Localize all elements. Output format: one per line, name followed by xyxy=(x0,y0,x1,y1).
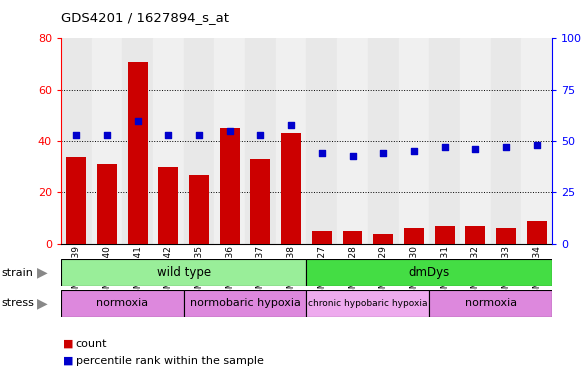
Point xyxy=(348,152,357,159)
Text: count: count xyxy=(76,339,107,349)
Bar xyxy=(435,226,454,244)
Point xyxy=(379,151,388,157)
Text: normoxia: normoxia xyxy=(465,298,517,308)
Point xyxy=(440,144,449,151)
Bar xyxy=(307,38,337,244)
Bar xyxy=(123,38,153,244)
Point xyxy=(164,132,173,138)
Text: ■: ■ xyxy=(63,339,73,349)
Bar xyxy=(312,231,332,244)
Text: normobaric hypoxia: normobaric hypoxia xyxy=(189,298,300,308)
Bar xyxy=(184,290,307,317)
Bar xyxy=(245,38,276,244)
Bar xyxy=(404,228,424,244)
Text: stress: stress xyxy=(1,298,34,308)
Bar xyxy=(66,157,87,244)
Bar xyxy=(153,38,184,244)
Text: ■: ■ xyxy=(63,356,73,366)
Text: normoxia: normoxia xyxy=(96,298,148,308)
Bar xyxy=(521,38,552,244)
Bar xyxy=(61,290,184,317)
Bar xyxy=(250,159,270,244)
Point xyxy=(133,118,142,124)
Point xyxy=(225,128,234,134)
Text: GDS4201 / 1627894_s_at: GDS4201 / 1627894_s_at xyxy=(61,12,229,25)
Bar xyxy=(373,233,393,244)
Bar xyxy=(368,38,399,244)
Bar xyxy=(92,38,123,244)
Text: dmDys: dmDys xyxy=(408,266,450,279)
Bar xyxy=(465,226,485,244)
Bar xyxy=(276,38,307,244)
Point xyxy=(471,146,480,152)
Bar xyxy=(337,38,368,244)
Bar xyxy=(460,38,490,244)
Text: chronic hypobaric hypoxia: chronic hypobaric hypoxia xyxy=(308,299,428,308)
Bar xyxy=(281,133,301,244)
Bar xyxy=(399,38,429,244)
Bar xyxy=(128,61,148,244)
Bar xyxy=(526,221,547,244)
Bar xyxy=(159,167,178,244)
Point xyxy=(317,151,327,157)
Point xyxy=(532,142,541,148)
Point xyxy=(409,148,418,154)
Point xyxy=(501,144,511,151)
Point xyxy=(195,132,204,138)
Bar xyxy=(214,38,245,244)
Bar xyxy=(189,174,209,244)
Bar xyxy=(429,290,552,317)
Text: ▶: ▶ xyxy=(37,296,47,310)
Bar xyxy=(429,38,460,244)
Bar xyxy=(496,228,516,244)
Bar xyxy=(307,290,429,317)
Bar xyxy=(220,128,240,244)
Point xyxy=(71,132,81,138)
Text: ▶: ▶ xyxy=(37,266,47,280)
Bar xyxy=(343,231,363,244)
Text: wild type: wild type xyxy=(157,266,211,279)
Bar xyxy=(490,38,521,244)
Bar xyxy=(61,38,92,244)
Bar xyxy=(307,259,552,286)
Bar xyxy=(61,259,307,286)
Point xyxy=(286,122,296,128)
Bar xyxy=(97,164,117,244)
Text: percentile rank within the sample: percentile rank within the sample xyxy=(76,356,263,366)
Text: strain: strain xyxy=(1,268,33,278)
Point xyxy=(256,132,265,138)
Point xyxy=(102,132,112,138)
Bar xyxy=(184,38,214,244)
